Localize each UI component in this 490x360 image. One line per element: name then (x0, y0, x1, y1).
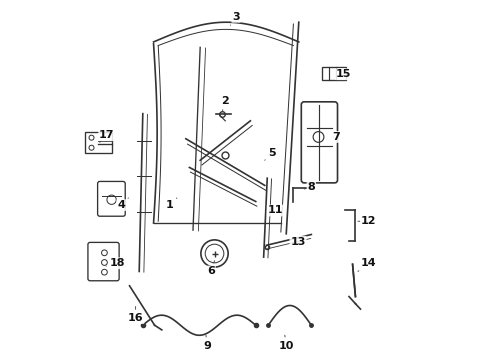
Text: 17: 17 (99, 130, 115, 142)
Text: 8: 8 (304, 182, 315, 192)
Text: 12: 12 (358, 216, 376, 226)
Text: 11: 11 (268, 206, 283, 216)
Text: 15: 15 (336, 69, 351, 79)
Bar (85, 132, 112, 153)
Text: 7: 7 (333, 132, 341, 142)
Text: 16: 16 (128, 306, 144, 323)
Text: 5: 5 (265, 148, 276, 160)
Text: 13: 13 (291, 237, 306, 247)
Text: 14: 14 (358, 258, 376, 271)
Text: 10: 10 (278, 335, 294, 351)
Bar (322, 67, 346, 80)
Text: 6: 6 (207, 261, 215, 276)
Text: 3: 3 (230, 12, 240, 25)
Text: 1: 1 (166, 198, 177, 210)
Text: 2: 2 (221, 96, 229, 111)
Text: 9: 9 (203, 335, 211, 351)
Text: 18: 18 (106, 258, 125, 268)
Text: 4: 4 (117, 198, 128, 210)
